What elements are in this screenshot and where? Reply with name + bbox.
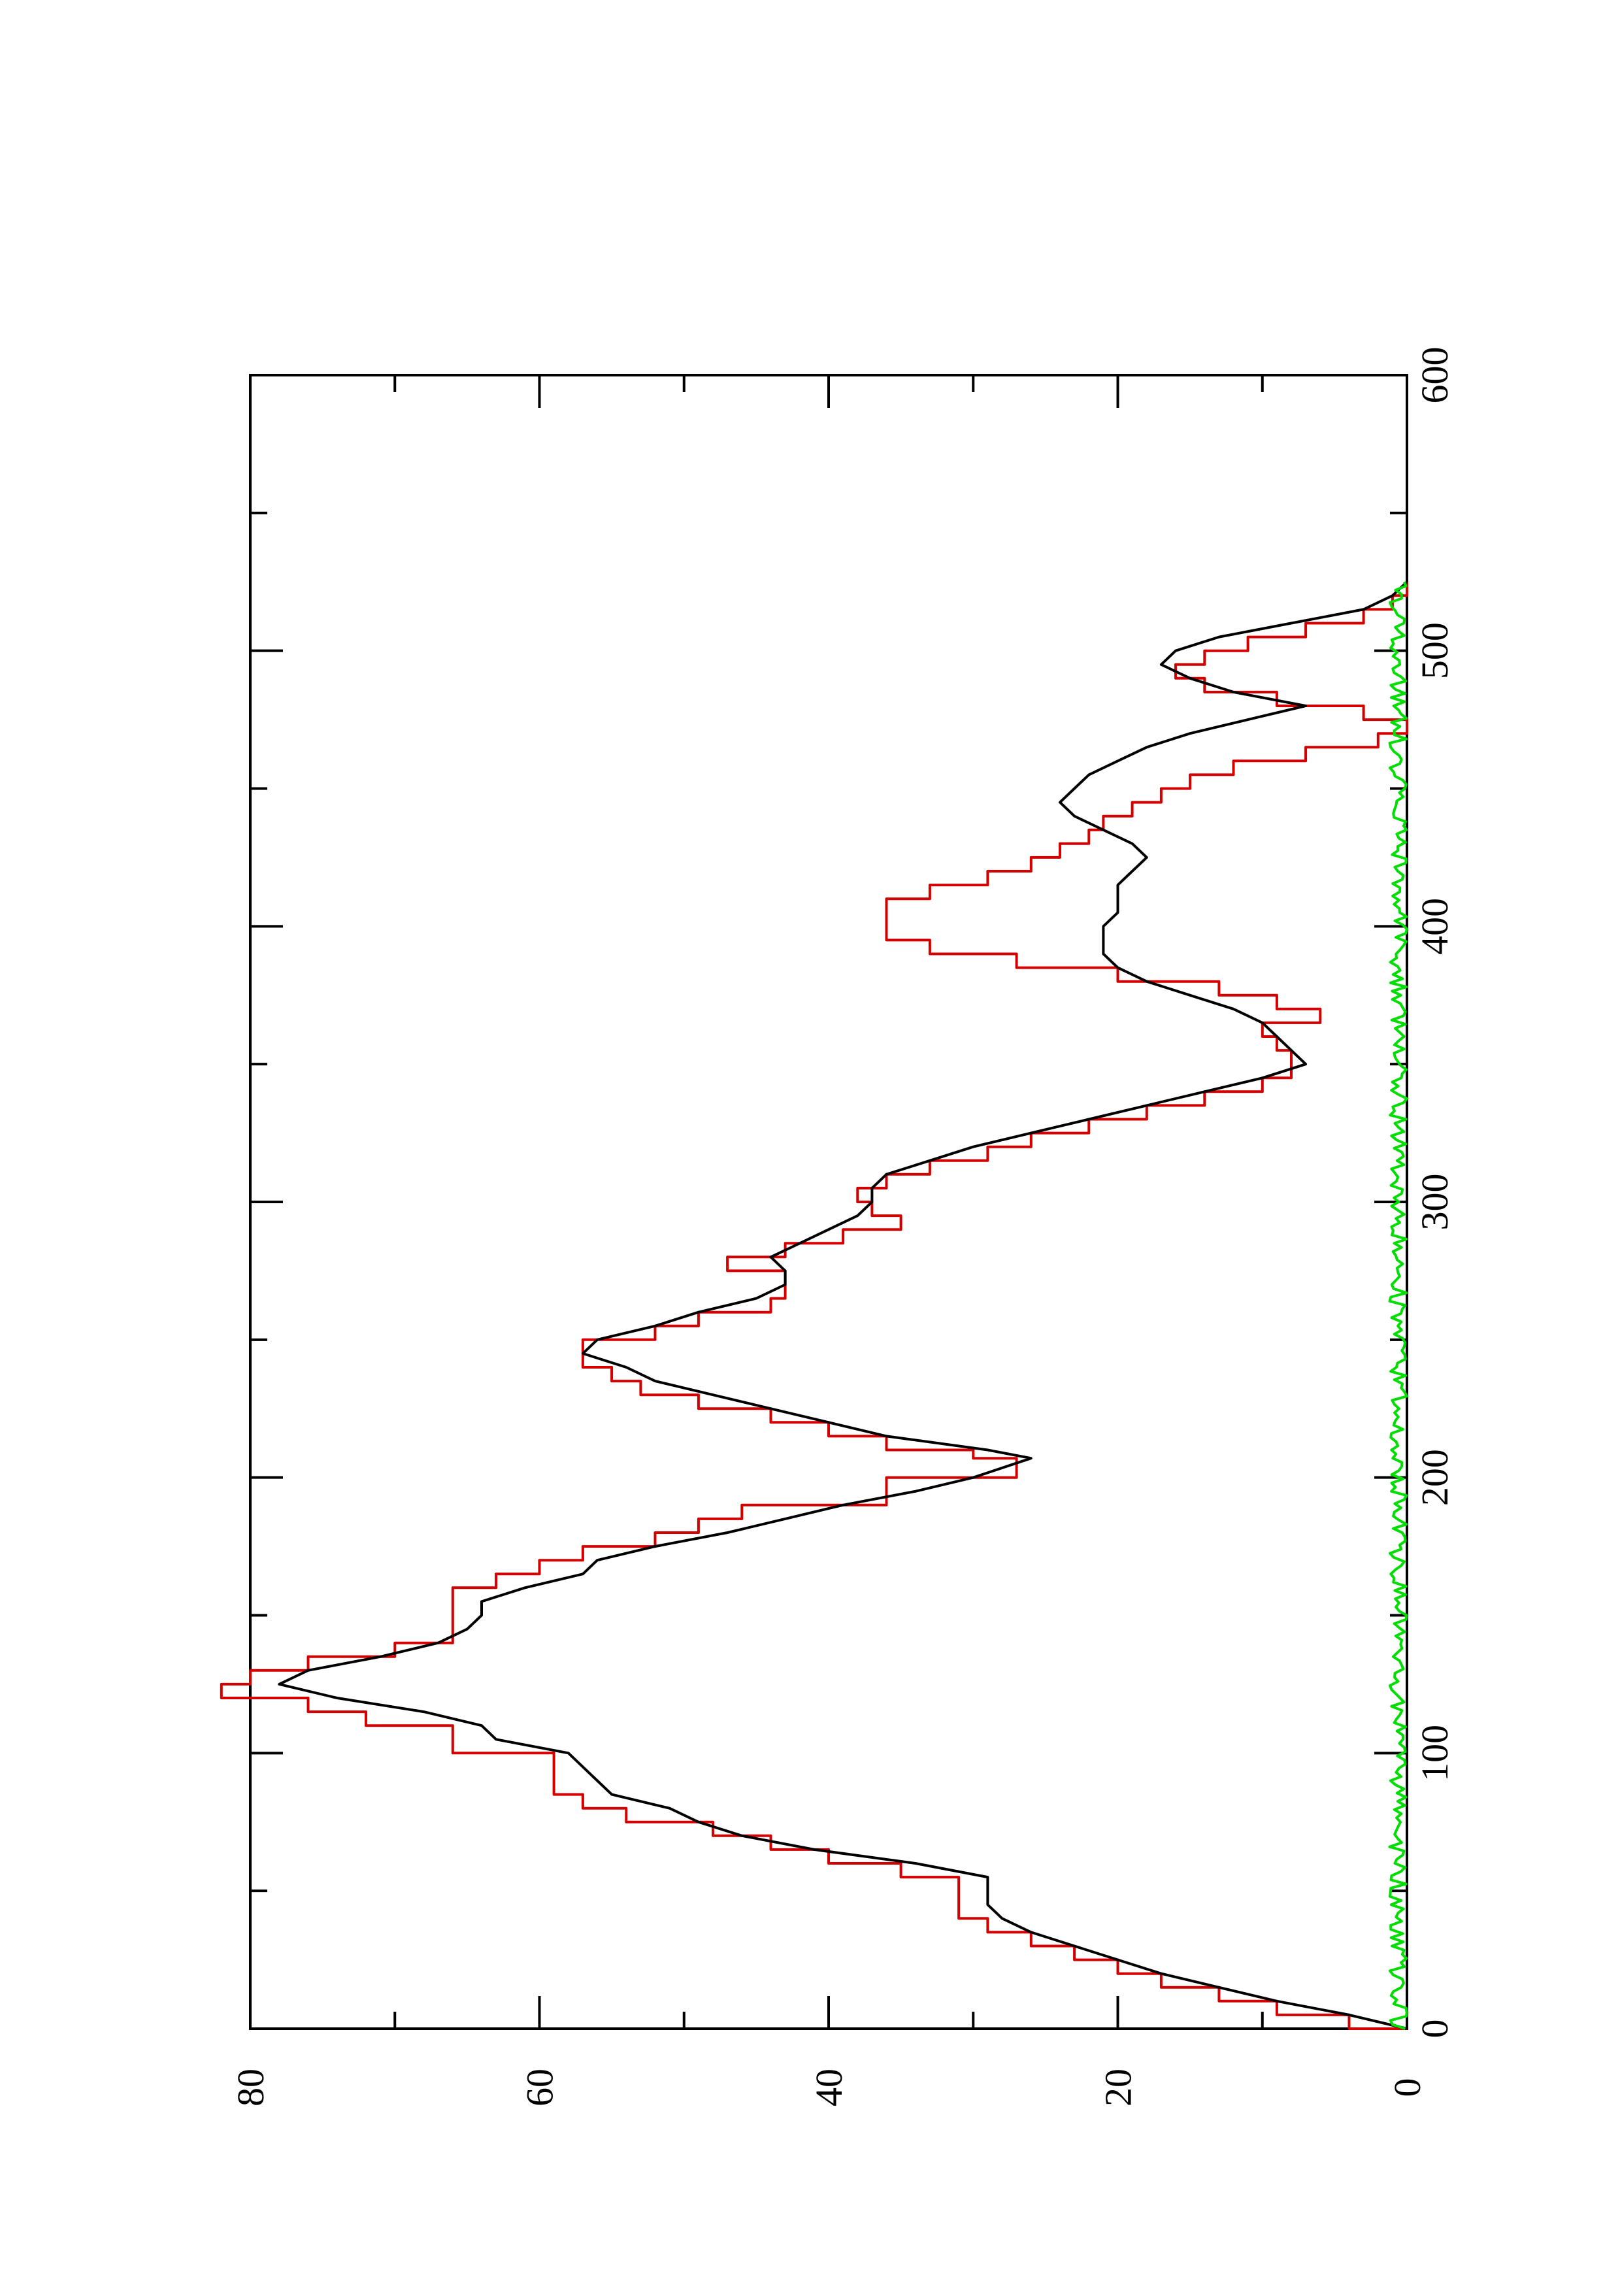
y-tick-label: 80 xyxy=(229,2069,272,2106)
x-tick-label: 400 xyxy=(1413,898,1456,955)
x-tick-label: 100 xyxy=(1413,1725,1456,1782)
x-tick-label: 0 xyxy=(1413,2020,1456,2038)
x-tick-label: 300 xyxy=(1413,1174,1456,1231)
series-line-2 xyxy=(278,580,1408,2030)
x-tick-label: 600 xyxy=(1413,347,1456,404)
series-layer xyxy=(220,580,1408,2030)
ticks xyxy=(249,374,1408,2030)
y-tick-label: 0 xyxy=(1386,2078,1429,2097)
y-tick-label: 40 xyxy=(808,2069,850,2106)
x-tick-label: 500 xyxy=(1413,622,1456,679)
x-tick-label: 200 xyxy=(1413,1449,1456,1506)
series-line-3 xyxy=(1388,581,1408,2030)
y-tick-label: 60 xyxy=(519,2069,561,2106)
tick-labels: 0 100 200 300 400 500 600 0 20 40 60 80 xyxy=(229,347,1456,2107)
series-line-1 xyxy=(220,582,1408,2030)
plot-frame xyxy=(249,374,1408,2030)
y-tick-label: 20 xyxy=(1097,2069,1140,2106)
